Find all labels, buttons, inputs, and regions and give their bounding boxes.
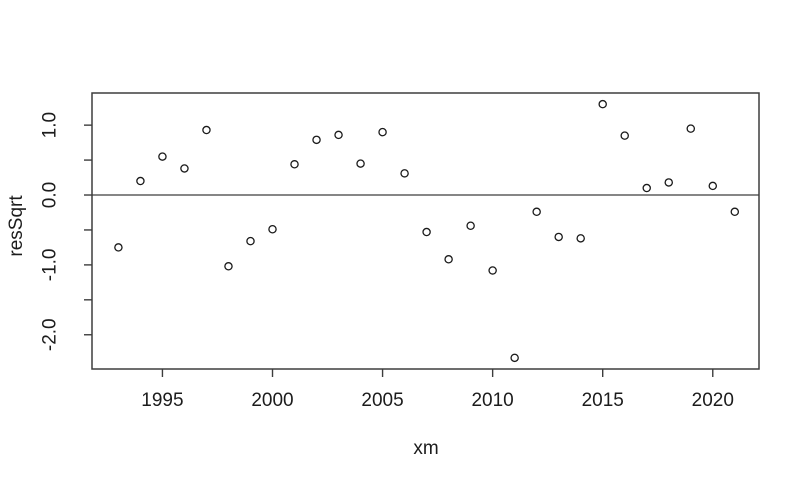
data-point <box>488 266 497 275</box>
data-point <box>246 236 255 246</box>
data-point <box>510 353 519 363</box>
data-point <box>444 255 453 264</box>
data-point <box>378 127 387 137</box>
data-point <box>158 152 167 161</box>
data-point <box>400 169 409 178</box>
data-point <box>708 181 718 191</box>
y-tick-label: 1.0 <box>40 112 61 138</box>
y-axis-label: resSqrt <box>6 195 27 257</box>
data-point <box>686 124 696 133</box>
data-point <box>312 135 321 145</box>
data-point <box>290 160 299 169</box>
data-point <box>136 176 145 186</box>
x-tick-label: 2010 <box>471 390 513 411</box>
data-point <box>334 130 343 140</box>
data-point <box>466 221 475 231</box>
data-point <box>268 225 277 234</box>
data-point <box>180 164 189 173</box>
data-point <box>664 178 673 187</box>
y-tick-label: -1.0 <box>40 249 61 282</box>
x-tick-label: 2015 <box>582 390 624 411</box>
data-point <box>532 207 541 217</box>
data-point <box>598 99 607 109</box>
x-tick-label: 1995 <box>141 390 183 411</box>
data-point <box>642 183 651 193</box>
data-point <box>620 131 629 140</box>
x-tick-label: 2005 <box>361 390 403 411</box>
x-axis-label: xm <box>413 438 439 459</box>
data-point <box>554 232 563 242</box>
x-tick-label: 2020 <box>692 390 734 411</box>
data-point <box>224 262 233 271</box>
y-tick-label: 0.0 <box>40 182 61 208</box>
data-point <box>114 243 123 252</box>
data-point <box>422 227 431 237</box>
data-point <box>730 207 740 217</box>
plot-box <box>91 92 760 370</box>
y-tick-label: -2.0 <box>40 318 61 351</box>
data-point <box>356 159 365 168</box>
data-point <box>576 234 585 243</box>
x-tick-label: 2000 <box>251 390 293 411</box>
data-point <box>202 125 211 135</box>
